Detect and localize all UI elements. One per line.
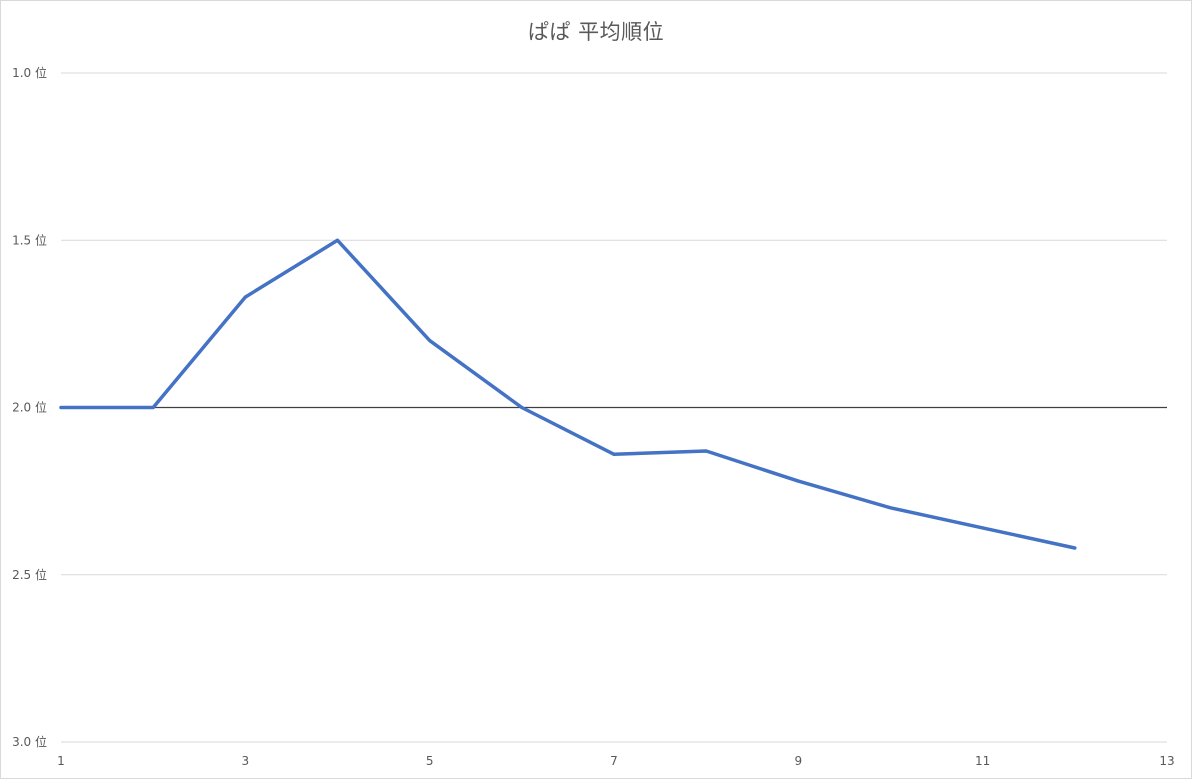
y-tick-label: 1.0 位 bbox=[12, 65, 47, 80]
chart-title: ぱぱ 平均順位 bbox=[527, 20, 665, 44]
y-tick-labels: 1.0 位 1.5 位 2.0 位 2.5 位 3.0 位 bbox=[12, 65, 47, 749]
data-point bbox=[520, 406, 524, 409]
y-tick-label: 3.0 位 bbox=[12, 734, 47, 749]
x-tick-label: 7 bbox=[610, 754, 618, 768]
data-point bbox=[704, 449, 708, 453]
data-point bbox=[612, 452, 616, 456]
data-point bbox=[889, 506, 892, 510]
data-point bbox=[981, 526, 985, 530]
series-layer bbox=[59, 238, 1077, 550]
x-tick-labels: 1 3 5 7 9 11 13 bbox=[57, 754, 1174, 768]
data-point bbox=[796, 479, 800, 483]
x-tick-label: 9 bbox=[795, 754, 803, 768]
data-point bbox=[59, 406, 63, 409]
data-point bbox=[243, 295, 247, 299]
y-tick-label: 1.5 位 bbox=[12, 232, 47, 247]
data-point bbox=[1073, 546, 1077, 550]
data-point bbox=[151, 406, 155, 409]
data-point bbox=[428, 339, 432, 343]
data-point bbox=[336, 238, 339, 242]
x-tick-label: 5 bbox=[426, 754, 434, 768]
y-tick-label: 2.5 位 bbox=[12, 567, 47, 582]
series-line bbox=[59, 238, 1077, 550]
x-tick-label: 13 bbox=[1159, 754, 1174, 768]
x-tick-label: 3 bbox=[242, 754, 250, 768]
x-tick-label: 1 bbox=[57, 754, 65, 768]
y-tick-label: 2.0 位 bbox=[12, 400, 47, 415]
x-tick-label: 11 bbox=[975, 754, 990, 768]
